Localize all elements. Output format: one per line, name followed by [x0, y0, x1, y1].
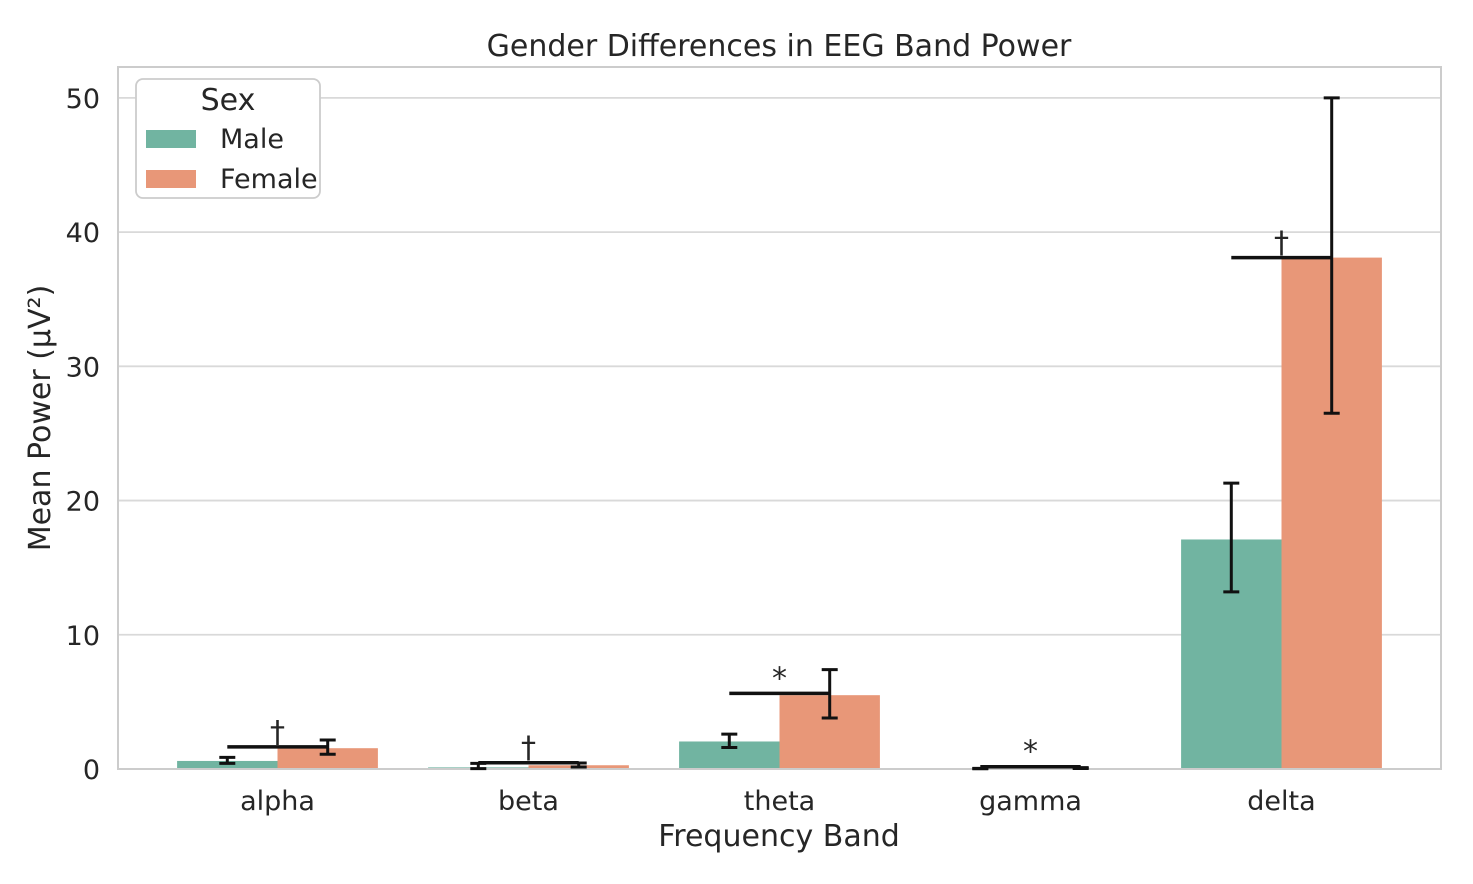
y-axis-label: Mean Power (μV²) — [23, 285, 58, 552]
y-tick-label-40: 40 — [66, 218, 100, 249]
y-tick-label-20: 20 — [66, 487, 100, 518]
bar-male-alpha — [177, 760, 278, 769]
legend-swatch-male — [146, 130, 196, 148]
chart-title: Gender Differences in EEG Band Power — [487, 29, 1072, 64]
significance-marker-beta: † — [521, 731, 536, 766]
significance-marker-theta: * — [772, 661, 787, 696]
y-tick-label-0: 0 — [83, 755, 100, 786]
y-tick-label-50: 50 — [66, 84, 100, 115]
x-tick-label-gamma: gamma — [979, 786, 1082, 817]
significance-marker-delta: † — [1274, 226, 1289, 261]
y-tick-label-10: 10 — [66, 621, 100, 652]
significance-layer: † † * * † — [227, 226, 1332, 770]
x-tick-label-alpha: alpha — [240, 786, 315, 817]
significance-marker-gamma: * — [1023, 735, 1038, 770]
significance-marker-alpha: † — [270, 715, 285, 750]
legend-box — [135, 78, 321, 199]
legend-label-male: Male — [220, 124, 284, 155]
x-axis-label: Frequency Band — [658, 819, 900, 854]
bar-female-alpha — [277, 748, 378, 769]
x-tick-label-delta: delta — [1247, 786, 1315, 817]
legend-title: Sex — [201, 83, 256, 118]
x-tick-label-theta: theta — [744, 786, 815, 817]
tick-labels-layer: 0 10 20 30 40 50 alpha beta theta gamma delta — [66, 84, 1316, 817]
plot-border — [117, 66, 1442, 770]
legend-label-female: Female — [220, 164, 318, 195]
frame-layer — [117, 66, 1442, 770]
legend-swatch-female — [146, 170, 196, 188]
legend: Sex Male Female — [135, 78, 321, 199]
x-tick-label-beta: beta — [498, 786, 559, 817]
y-tick-label-30: 30 — [66, 352, 100, 383]
